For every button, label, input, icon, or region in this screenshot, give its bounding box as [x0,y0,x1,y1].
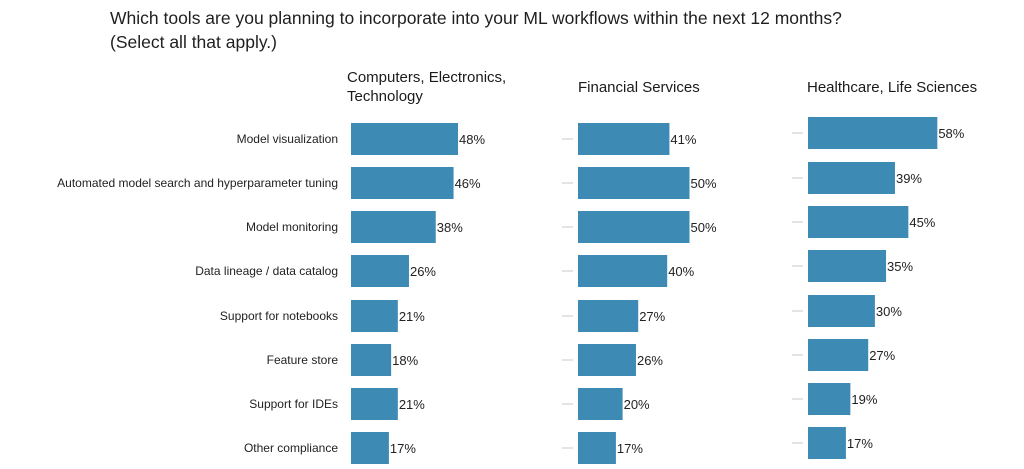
bar-data-lineage-data-catalog [351,255,409,287]
category-label-support-for-ides: Support for IDEs [249,397,338,411]
bar-value-label: 17% [617,441,643,456]
bar-model-visualization [578,123,670,155]
bar-value-label: 19% [851,392,877,407]
bar-model-monitoring [808,206,909,238]
chart-panel-financial-services: Financial Services 41% 50% 50% 40% 27% 26% 20% 1… [562,79,717,464]
bar-value-label: 45% [909,215,935,230]
bar-value-label: 27% [869,348,895,363]
bar-value-label: 30% [876,304,902,319]
bar-automated-model-search-and-hyperparameter-tuning [351,167,454,199]
bar-value-label: 48% [459,132,485,147]
bar-value-label: 26% [410,264,436,279]
bar-value-label: 21% [399,397,425,412]
category-label-data-lineage-data-catalog: Data lineage / data catalog [195,264,338,278]
bar-value-label: 50% [691,220,717,235]
chart-panel-healthcare-life-sciences: Healthcare, Life Sciences 58% 39% 45% 35% 30%… [792,79,977,459]
chart-title-line-1: Which tools are you planning to incorpor… [110,8,842,28]
bar-support-for-ides [808,383,851,415]
bar-value-label: 18% [392,353,418,368]
chart-panel-computers-electronics-technology: Computers, Electronics, Technology 48% Mode… [57,69,506,464]
bar-value-label: 20% [624,397,650,412]
bar-value-label: 26% [637,353,663,368]
bar-support-for-notebooks [578,300,639,332]
bar-feature-store [808,339,869,371]
category-label-feature-store: Feature store [267,353,339,367]
bar-value-label: 38% [437,220,463,235]
category-label-support-for-notebooks: Support for notebooks [220,309,338,323]
bar-model-visualization [808,117,938,149]
category-label-model-visualization: Model visualization [237,132,338,146]
bar-value-label: 17% [390,441,416,456]
bar-feature-store [351,344,392,376]
chart-title: Which tools are you planning to incorpor… [110,6,1010,54]
category-label-other-compliance: Other compliance [244,441,338,455]
bar-other-compliance [351,432,389,464]
category-label-automated-model-search-and-hyperparameter-tuning: Automated model search and hyperparamete… [57,176,338,190]
bar-model-monitoring [578,211,690,243]
panel-title: Computers, Electronics, [347,69,506,86]
category-label-model-monitoring: Model monitoring [246,220,338,234]
bar-feature-store [578,344,636,376]
bar-model-visualization [351,123,459,155]
panel-title: Technology [347,88,423,105]
bar-value-label: 40% [668,264,694,279]
bar-value-label: 27% [639,309,665,324]
bar-support-for-notebooks [351,300,398,332]
bar-value-label: 41% [670,132,696,147]
bar-other-compliance [578,432,616,464]
bar-model-monitoring [351,211,436,243]
bar-data-lineage-data-catalog [808,250,887,282]
bar-value-label: 35% [887,259,913,274]
panel-title: Healthcare, Life Sciences [807,79,977,96]
bar-automated-model-search-and-hyperparameter-tuning [578,167,690,199]
bar-data-lineage-data-catalog [578,255,668,287]
bar-value-label: 46% [455,176,481,191]
bar-value-label: 17% [847,436,873,451]
bar-value-label: 21% [399,309,425,324]
chart-title-line-2: (Select all that apply.) [110,32,277,52]
bar-support-for-notebooks [808,295,875,327]
bar-value-label: 39% [896,171,922,186]
bar-support-for-ides [351,388,398,420]
panel-title: Financial Services [578,79,700,96]
bar-value-label: 58% [938,126,964,141]
bar-support-for-ides [578,388,623,420]
bar-other-compliance [808,427,846,459]
bar-value-label: 50% [691,176,717,191]
bar-automated-model-search-and-hyperparameter-tuning [808,162,895,194]
